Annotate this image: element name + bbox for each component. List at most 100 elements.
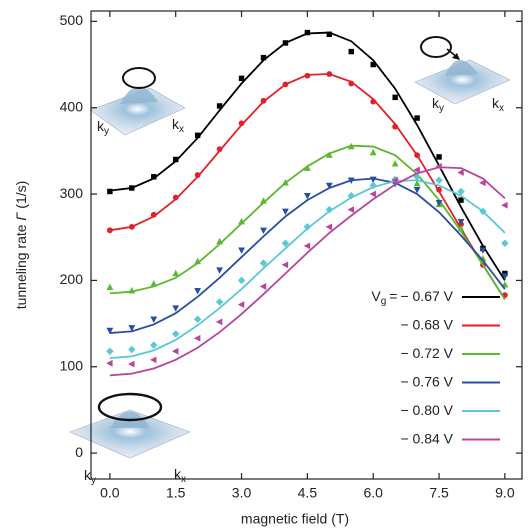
- data-point: [501, 239, 509, 248]
- data-point: [216, 146, 223, 153]
- y-axis-label-text: tunneling rate: [13, 224, 29, 309]
- data-point: [150, 316, 158, 323]
- data-point: [457, 218, 465, 226]
- y-tick-label: 100: [60, 357, 84, 373]
- data-point: [171, 330, 180, 338]
- inset-k: k: [432, 95, 440, 111]
- data-point: [479, 179, 486, 187]
- data-point: [150, 341, 158, 349]
- data-point: [326, 71, 333, 77]
- data-point: [194, 257, 202, 265]
- data-point: [325, 205, 334, 214]
- data-point: [216, 267, 223, 274]
- data-point: [171, 347, 179, 355]
- legend-title: V: [371, 288, 381, 304]
- data-point: [282, 40, 289, 46]
- data-point: [304, 72, 311, 79]
- data-point: [259, 283, 267, 290]
- legend-label: − 0.72 V: [400, 345, 453, 361]
- data-point: [194, 288, 202, 295]
- inset-k-sub: x: [179, 124, 184, 135]
- data-point: [150, 211, 157, 218]
- data-point: [216, 237, 223, 245]
- data-point: [501, 273, 509, 280]
- inset-bottom-left: [69, 392, 191, 459]
- data-point: [414, 115, 420, 121]
- data-point: [106, 347, 114, 355]
- data-point: [128, 360, 135, 368]
- data-point: [282, 81, 289, 88]
- data-point: [391, 176, 398, 184]
- legend-name: − 0.80 V: [400, 402, 453, 418]
- data-point: [347, 206, 354, 213]
- data-point: [435, 199, 443, 207]
- data-point: [369, 181, 377, 190]
- data-point: [260, 227, 267, 235]
- data-point: [303, 164, 311, 171]
- data-point: [172, 305, 180, 312]
- data-point: [303, 223, 312, 231]
- data-point: [414, 152, 420, 159]
- data-point: [348, 80, 355, 87]
- data-point: [325, 151, 333, 158]
- y-axis-label-unit: (1/s): [13, 181, 29, 209]
- data-point: [260, 97, 267, 104]
- data-point: [325, 223, 333, 231]
- data-point: [106, 283, 114, 291]
- data-point: [128, 325, 136, 332]
- legend-name: − 0.67 V: [400, 288, 453, 304]
- data-point: [237, 301, 245, 308]
- data-point: [282, 179, 289, 186]
- data-point: [303, 193, 311, 200]
- data-point: [281, 239, 290, 248]
- legend-name: − 0.68 V: [400, 316, 453, 332]
- legend-title-eq: =: [389, 288, 397, 304]
- legend-label: Vg = − 0.67 V: [371, 288, 453, 307]
- data-point: [106, 227, 113, 234]
- x-tick-label: 0.0: [100, 485, 120, 501]
- inset-k-label: kx: [172, 116, 184, 135]
- data-point: [347, 192, 356, 200]
- legend-label: − 0.80 V: [400, 402, 453, 418]
- data-point: [457, 169, 464, 176]
- data-point: [215, 298, 224, 306]
- data-point: [413, 166, 420, 174]
- y-tick-label: 0: [75, 444, 83, 460]
- data-point: [107, 188, 113, 195]
- data-point: [325, 182, 333, 190]
- data-point: [216, 103, 223, 109]
- data-point: [150, 356, 157, 364]
- data-point: [457, 187, 465, 196]
- data-point: [436, 154, 442, 160]
- x-tick-label: 1.5: [166, 485, 186, 501]
- legend-name: − 0.72 V: [400, 345, 453, 361]
- data-point: [128, 345, 136, 354]
- data-point: [413, 179, 421, 187]
- inset-k-label: ky: [97, 118, 109, 137]
- data-point: [238, 120, 245, 127]
- data-point: [260, 54, 267, 61]
- x-tick-label: 4.5: [298, 485, 318, 501]
- data-point: [326, 31, 333, 38]
- data-point: [457, 224, 465, 232]
- y-axis-label: tunneling rate Γ (1/s): [13, 181, 29, 310]
- data-point: [392, 94, 398, 101]
- data-point: [150, 280, 158, 287]
- data-point: [369, 176, 377, 184]
- inset-k: k: [174, 466, 182, 482]
- inset-k: k: [97, 118, 105, 134]
- inset-k-sub: y: [439, 103, 444, 114]
- data-point: [237, 276, 246, 285]
- data-point: [369, 190, 376, 198]
- data-point: [281, 261, 289, 269]
- data-point: [215, 318, 223, 326]
- y-tick-label: 400: [60, 98, 84, 114]
- data-point: [128, 223, 135, 230]
- data-point: [172, 156, 179, 163]
- data-point: [238, 75, 245, 82]
- x-tick-label: 9.0: [495, 485, 515, 501]
- data-point: [458, 197, 464, 203]
- legend-name: − 0.76 V: [400, 373, 453, 389]
- data-point: [172, 194, 179, 201]
